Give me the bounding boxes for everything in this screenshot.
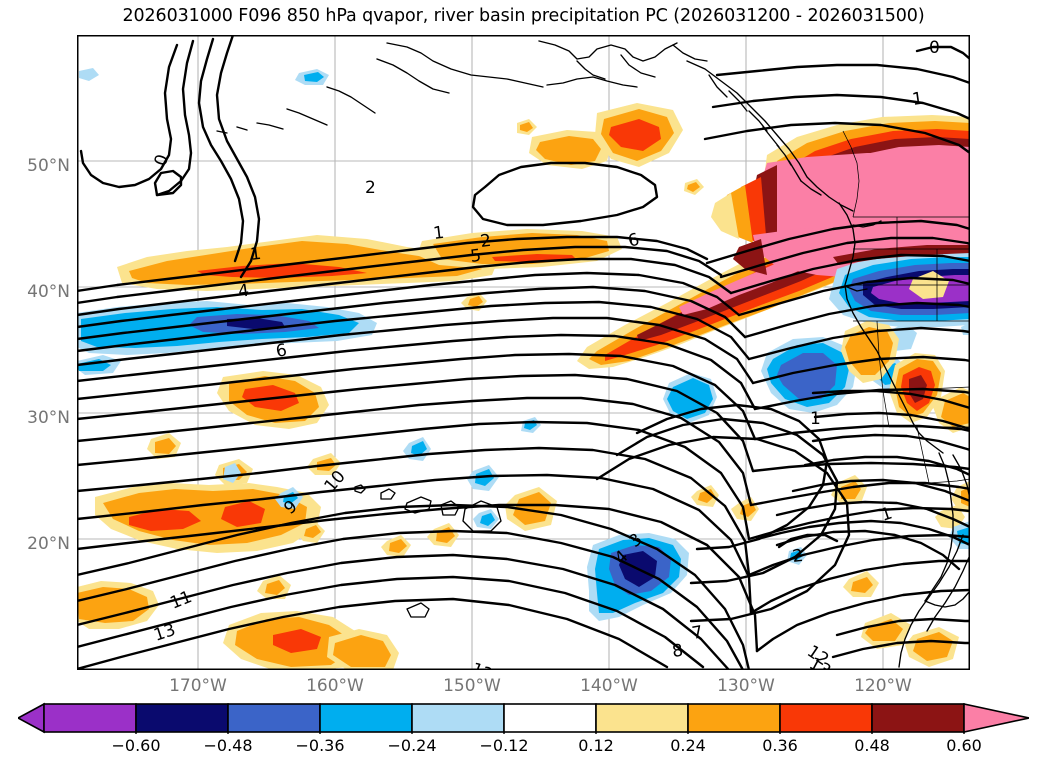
colorbar-ticks — [135, 732, 965, 734]
y-tick-label: 20°N — [27, 534, 70, 554]
colorbar-tick-label: −0.60 — [111, 736, 161, 755]
contour-label: 1 — [911, 89, 925, 110]
y-tick-label: 40°N — [27, 282, 70, 302]
contour-label: 7 — [690, 622, 704, 644]
colorbar[interactable] — [18, 702, 1029, 734]
colorbar-segment — [687, 703, 781, 733]
colorbar-segment — [43, 703, 137, 733]
colorbar-extend-min — [18, 702, 45, 734]
colorbar-tick-label: −0.48 — [203, 736, 253, 755]
colorbar-tick-label: 0.12 — [578, 736, 614, 755]
contour-label: 1 — [810, 409, 821, 429]
colorbar-svg[interactable] — [18, 702, 1029, 734]
colorbar-tick-label: 0.48 — [854, 736, 890, 755]
colorbar-tick-label: −0.24 — [387, 736, 437, 755]
contour-label: 6 — [626, 230, 642, 252]
contour-label: 6 — [274, 340, 288, 362]
colorbar-segment — [227, 703, 321, 733]
qvapor-contours — [77, 35, 970, 670]
map-plot-area: 0 0 1 2 1 2 1 5 6 4 6 1 9 10 1 3 4 2 11 … — [77, 35, 970, 670]
colorbar-extend-max — [963, 703, 1029, 733]
contour-label: 5 — [469, 246, 482, 267]
colorbar-segment — [595, 703, 689, 733]
x-tick-label: 140°W — [580, 676, 638, 696]
political-boundaries — [842, 130, 970, 484]
contour-label: 0 — [929, 38, 940, 58]
colorbar-segment — [779, 703, 873, 733]
contour-label: 12 — [468, 659, 496, 670]
x-tick-label: 130°W — [717, 676, 775, 696]
plot-border — [77, 35, 970, 670]
x-tick-label: 120°W — [854, 676, 912, 696]
x-tick-label: 170°W — [169, 676, 227, 696]
x-tick-label: 160°W — [306, 676, 364, 696]
colorbar-tick-label: 0.36 — [762, 736, 798, 755]
colorbar-tick-label: 0.60 — [946, 736, 982, 755]
colorbar-segment — [411, 703, 505, 733]
contour-label: 1 — [249, 244, 262, 265]
chart-title: 2026031000 F096 850 hPa qvapor, river ba… — [122, 6, 925, 26]
contour-label: 2 — [479, 231, 492, 252]
colorbar-segment — [135, 703, 229, 733]
colorbar-tick-label: 0.24 — [670, 736, 706, 755]
contour-label: 4 — [237, 281, 251, 302]
coastlines — [216, 40, 970, 668]
colorbar-segment — [319, 703, 413, 733]
colorbar-segment — [871, 703, 965, 733]
colorbar-segment — [503, 703, 597, 733]
contour-label: 1 — [432, 223, 445, 244]
contour-label: 2 — [791, 546, 804, 567]
colorbar-tick-label: −0.12 — [479, 736, 529, 755]
map-svg: 0 0 1 2 1 2 1 5 6 4 6 1 9 10 1 3 4 2 11 … — [77, 35, 970, 670]
contour-label: 8 — [671, 641, 685, 662]
x-tick-label: 150°W — [443, 676, 501, 696]
y-tick-label: 50°N — [27, 156, 70, 176]
y-tick-label: 30°N — [27, 408, 70, 428]
contour-label: 2 — [365, 178, 376, 198]
colorbar-tick-label: −0.36 — [295, 736, 345, 755]
